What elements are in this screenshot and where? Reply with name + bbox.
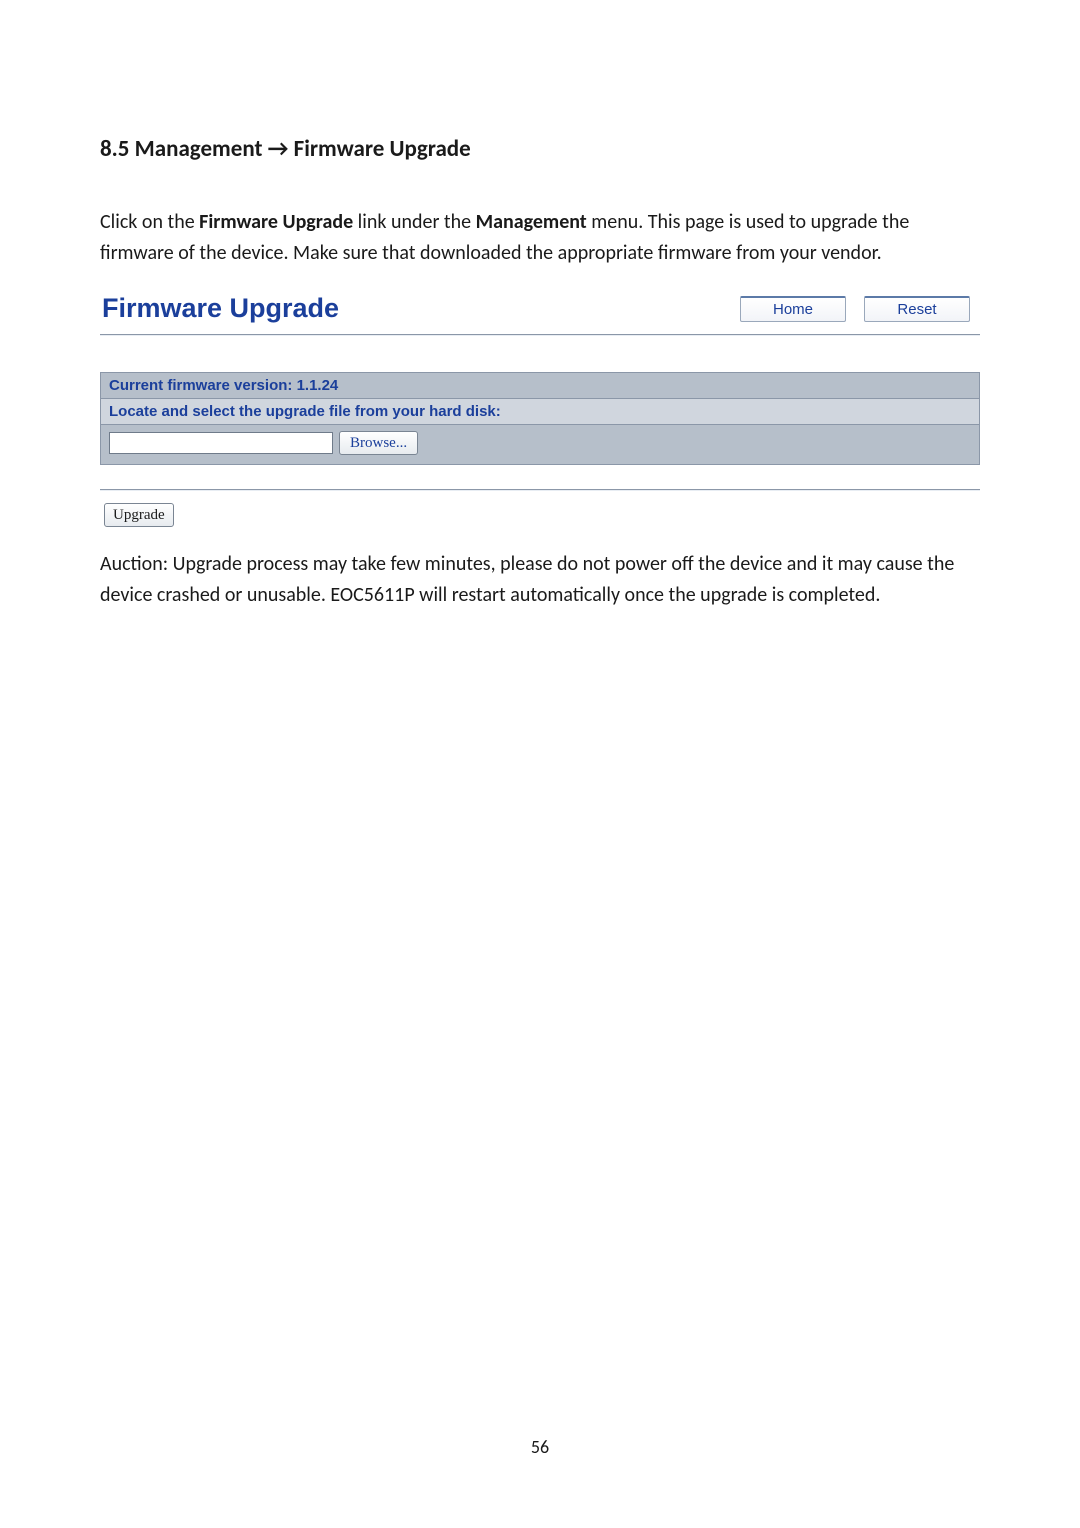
document-page: 8.5 Management → Firmware Upgrade Click … — [0, 0, 1080, 1528]
intro-menu-name: Management — [476, 210, 587, 234]
section-heading: 8.5 Management → Firmware Upgrade — [100, 135, 980, 163]
browse-button[interactable]: Browse... — [339, 431, 418, 455]
firmware-upgrade-panel: Firmware Upgrade Home Reset Current firm… — [100, 287, 980, 527]
file-path-input[interactable] — [109, 432, 333, 454]
header-buttons: Home Reset — [740, 296, 970, 322]
table-row-file: Browse... — [101, 425, 980, 465]
panel-title: Firmware Upgrade — [102, 293, 339, 324]
version-label: Current firmware version: — [109, 377, 297, 394]
intro-text-pre: Click on the — [100, 210, 199, 234]
divider — [100, 334, 980, 336]
firmware-table: Current firmware version: 1.1.24 Locate … — [100, 372, 980, 465]
file-field: Browse... — [109, 431, 418, 455]
page-number: 56 — [0, 1436, 1080, 1458]
table-row-version: Current firmware version: 1.1.24 — [101, 373, 980, 399]
intro-link-name: Firmware Upgrade — [199, 210, 353, 234]
locate-label: Locate and select the upgrade file from … — [101, 399, 980, 425]
upgrade-button[interactable]: Upgrade — [104, 503, 174, 527]
table-row-locate: Locate and select the upgrade file from … — [101, 399, 980, 425]
version-value: 1.1.24 — [297, 377, 339, 394]
reset-button[interactable]: Reset — [864, 296, 970, 322]
intro-paragraph: Click on the Firmware Upgrade link under… — [100, 207, 980, 269]
panel-header: Firmware Upgrade Home Reset — [100, 287, 980, 332]
home-button[interactable]: Home — [740, 296, 846, 322]
intro-text-mid: link under the — [353, 210, 475, 234]
caution-paragraph: Auction: Upgrade process may take few mi… — [100, 549, 980, 611]
divider — [100, 489, 980, 491]
